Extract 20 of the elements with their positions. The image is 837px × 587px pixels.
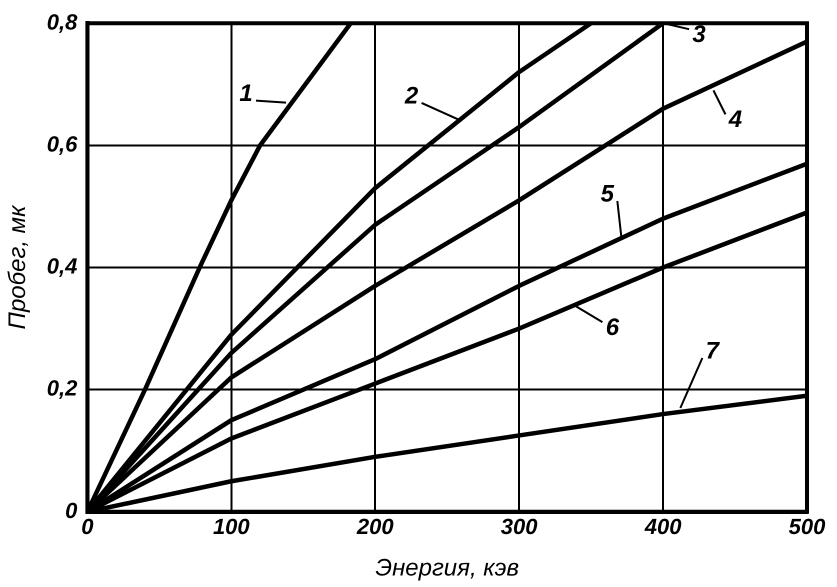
y-tick-label: 0	[65, 498, 78, 523]
y-axis-title: Пробег, мк	[4, 204, 32, 330]
x-tick-label: 200	[356, 514, 394, 540]
x-axis-title: Энергия, кэв	[375, 554, 519, 582]
x-tick-label: 400	[644, 514, 682, 540]
y-tick-label: 0,8	[46, 9, 78, 34]
annotation: 2	[404, 82, 419, 110]
x-tick-label: 0	[81, 514, 94, 540]
y-tick-label: 0,4	[46, 254, 78, 279]
annotation: 6	[606, 314, 620, 341]
y-tick-label: 0,6	[46, 131, 78, 156]
annotation: 3	[692, 20, 706, 48]
x-tick-label: 100	[212, 514, 250, 540]
annotation: 1	[239, 80, 253, 108]
annotation: 7	[706, 338, 721, 365]
y-tick-label: 0,2	[46, 376, 78, 401]
x-tick-label: 500	[788, 514, 826, 540]
annotation: 5	[600, 180, 615, 208]
annotation: 4	[728, 106, 742, 134]
x-tick-label: 300	[500, 514, 538, 540]
